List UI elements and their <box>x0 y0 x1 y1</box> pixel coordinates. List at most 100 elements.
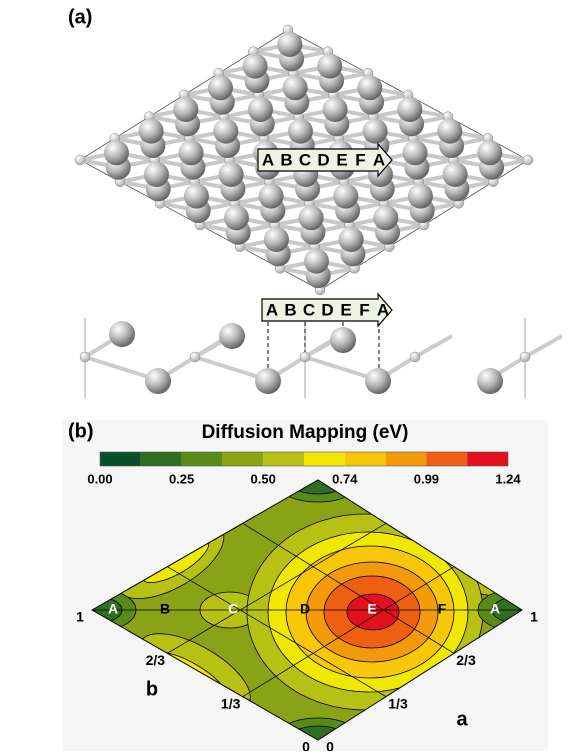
large-atom <box>109 321 135 347</box>
site-letter: E <box>336 150 347 169</box>
bond <box>414 334 453 359</box>
site-label: A <box>490 601 500 617</box>
axis-tick-label: 1/3 <box>221 695 241 711</box>
large-atom <box>138 118 164 144</box>
colorbar-swatch <box>181 452 223 466</box>
site-letter: B <box>284 300 296 319</box>
site-letter: A <box>377 300 389 319</box>
site-label: D <box>300 601 310 617</box>
large-atom <box>277 31 303 57</box>
large-atom <box>255 368 281 394</box>
axis-tick-label: 1 <box>76 609 84 625</box>
grid-line <box>167 522 387 654</box>
large-atom <box>247 96 273 122</box>
colorbar-swatch <box>263 452 304 466</box>
small-atom <box>519 351 531 363</box>
grid-line <box>167 566 387 698</box>
site-letter: D <box>321 300 333 319</box>
axis-tick-label: 2/3 <box>146 652 166 668</box>
site-letter: D <box>317 150 329 169</box>
small-atom <box>409 351 421 363</box>
axis-tick-label: 1/3 <box>388 695 408 711</box>
large-atom <box>330 327 356 353</box>
site-letter: F <box>355 150 365 169</box>
colorbar-swatch <box>344 452 386 466</box>
colorbar-frame <box>99 451 509 467</box>
axis-name: b <box>146 678 158 700</box>
site-label: C <box>228 601 238 617</box>
site-letter: C <box>299 150 311 169</box>
large-atom <box>442 161 468 187</box>
large-atom <box>219 323 245 349</box>
site-label: A <box>108 601 118 617</box>
large-atom <box>287 118 313 144</box>
large-atom <box>303 248 329 274</box>
colorbar-tick-label: 1.24 <box>495 471 521 486</box>
colorbar-swatch <box>304 452 345 466</box>
large-atom <box>317 53 343 79</box>
large-atom <box>338 226 364 252</box>
colorbar-tick-label: 0.50 <box>251 471 276 486</box>
colorbar-swatch <box>467 452 508 466</box>
axis-tick-label: 1 <box>530 609 538 625</box>
site-letter: B <box>280 150 292 169</box>
contour-level <box>346 593 400 631</box>
map-title: Diffusion Mapping (eV) <box>202 422 409 443</box>
colorbar-tick-label: 0.00 <box>87 471 112 486</box>
axis-tick-label: 0 <box>326 739 334 751</box>
axis-tick-label: 2/3 <box>456 652 476 668</box>
large-atom <box>477 368 503 394</box>
large-atom <box>407 183 433 209</box>
colorbar-swatch <box>140 452 182 466</box>
path-arrow <box>257 142 393 178</box>
bond <box>524 334 563 359</box>
large-atom <box>258 183 284 209</box>
large-atom <box>365 368 391 394</box>
small-atom <box>79 351 91 363</box>
large-atom <box>437 118 463 144</box>
colorbar-swatch <box>385 452 427 466</box>
site-letter: A <box>373 150 385 169</box>
site-letter: E <box>340 300 351 319</box>
site-letter: A <box>262 150 274 169</box>
bond <box>84 355 159 382</box>
colorbar-swatch <box>426 452 468 466</box>
large-atom <box>143 161 169 187</box>
large-atom <box>207 75 233 101</box>
large-atom <box>333 183 359 209</box>
large-atom <box>373 205 399 231</box>
grid-line <box>242 566 455 698</box>
site-letter: F <box>359 300 369 319</box>
large-atom <box>402 140 428 166</box>
large-atom <box>322 96 348 122</box>
site-letter: A <box>266 300 278 319</box>
large-atom <box>263 226 289 252</box>
small-atom <box>522 154 534 166</box>
colorbar-tick-label: 0.99 <box>414 471 439 486</box>
large-atom <box>223 205 249 231</box>
large-atom <box>213 118 239 144</box>
colorbar-tick-label: 0.74 <box>332 471 358 486</box>
large-atom <box>397 96 423 122</box>
site-letter: C <box>303 300 315 319</box>
large-atom <box>145 368 171 394</box>
large-atom <box>173 96 199 122</box>
grid-line <box>242 522 455 654</box>
small-atom <box>189 351 201 363</box>
large-atom <box>103 140 129 166</box>
site-label: E <box>367 601 376 617</box>
large-atom <box>357 75 383 101</box>
large-atom <box>298 205 324 231</box>
bond <box>194 355 269 382</box>
map-outline <box>90 479 523 741</box>
large-atom <box>282 75 308 101</box>
bond <box>304 355 379 382</box>
colorbar-swatch <box>100 452 141 466</box>
small-atom <box>74 154 86 166</box>
site-label: B <box>160 601 170 617</box>
large-atom <box>362 118 388 144</box>
large-atom <box>178 140 204 166</box>
large-atom <box>183 183 209 209</box>
